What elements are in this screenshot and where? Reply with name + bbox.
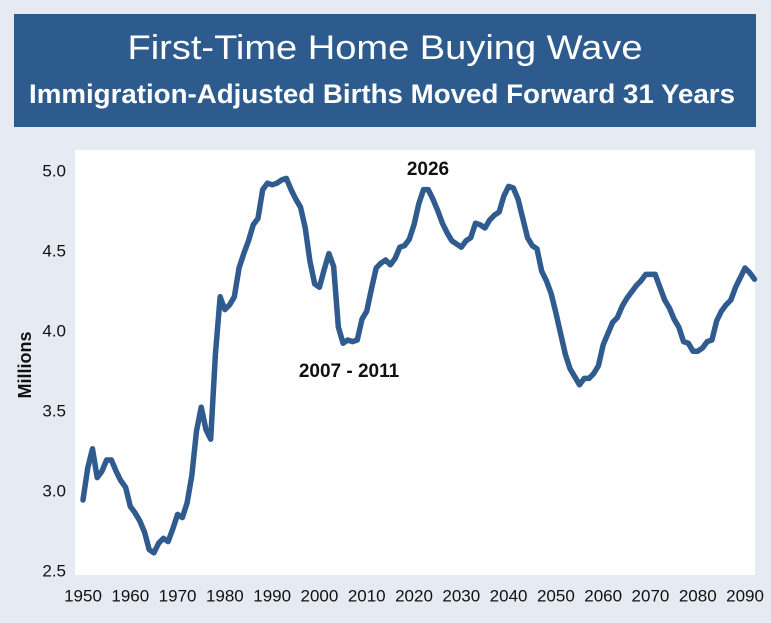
- y-tick-label: 4.0: [42, 321, 66, 340]
- y-tick-label: 5.0: [42, 161, 66, 180]
- x-tick-label: 1980: [206, 586, 244, 605]
- annotation: 2026: [407, 159, 449, 180]
- x-tick-label: 2020: [395, 586, 433, 605]
- chart-title: First-Time Home Buying Wave: [128, 29, 643, 67]
- x-tick-label: 2050: [537, 586, 575, 605]
- y-axis-label: Millions: [15, 332, 35, 399]
- title-banner: [14, 14, 756, 127]
- x-tick-label: 2040: [490, 586, 528, 605]
- y-tick-label: 2.5: [42, 561, 66, 580]
- x-tick-label: 2070: [632, 586, 670, 605]
- x-tick-label: 2000: [301, 586, 339, 605]
- x-tick-label: 2060: [584, 586, 622, 605]
- x-tick-label: 2010: [348, 586, 386, 605]
- x-tick-label: 1960: [111, 586, 149, 605]
- x-tick-label: 1990: [253, 586, 291, 605]
- x-tick-label: 2090: [726, 586, 764, 605]
- x-tick-label: 2030: [442, 586, 480, 605]
- x-tick-label: 1950: [64, 586, 102, 605]
- y-tick-label: 4.5: [42, 241, 66, 260]
- x-tick-label: 1970: [159, 586, 197, 605]
- y-tick-label: 3.5: [42, 401, 66, 420]
- data-line: [80, 175, 758, 556]
- y-tick-label: 3.0: [42, 481, 66, 500]
- x-tick-label: 2080: [679, 586, 717, 605]
- chart-subtitle: Immigration-Adjusted Births Moved Forwar…: [29, 79, 735, 109]
- annotation: 2007 - 2011: [299, 361, 400, 382]
